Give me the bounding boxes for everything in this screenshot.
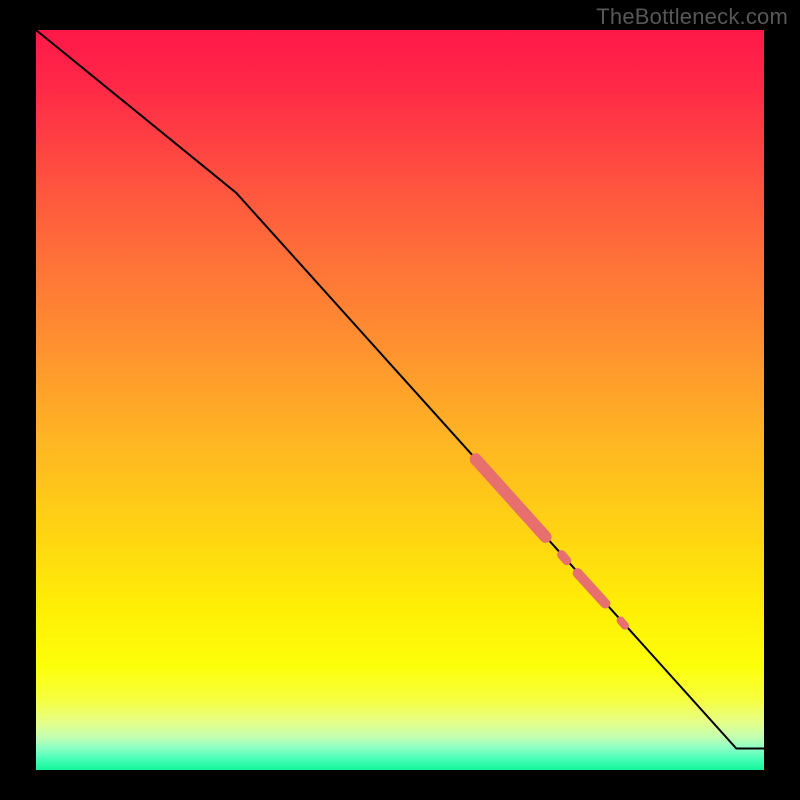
highlight-segment xyxy=(621,621,625,626)
chart-svg xyxy=(0,0,800,800)
watermark-text: TheBottleneck.com xyxy=(596,4,788,30)
chart-root: TheBottleneck.com xyxy=(0,0,800,800)
highlight-segment xyxy=(562,555,567,561)
